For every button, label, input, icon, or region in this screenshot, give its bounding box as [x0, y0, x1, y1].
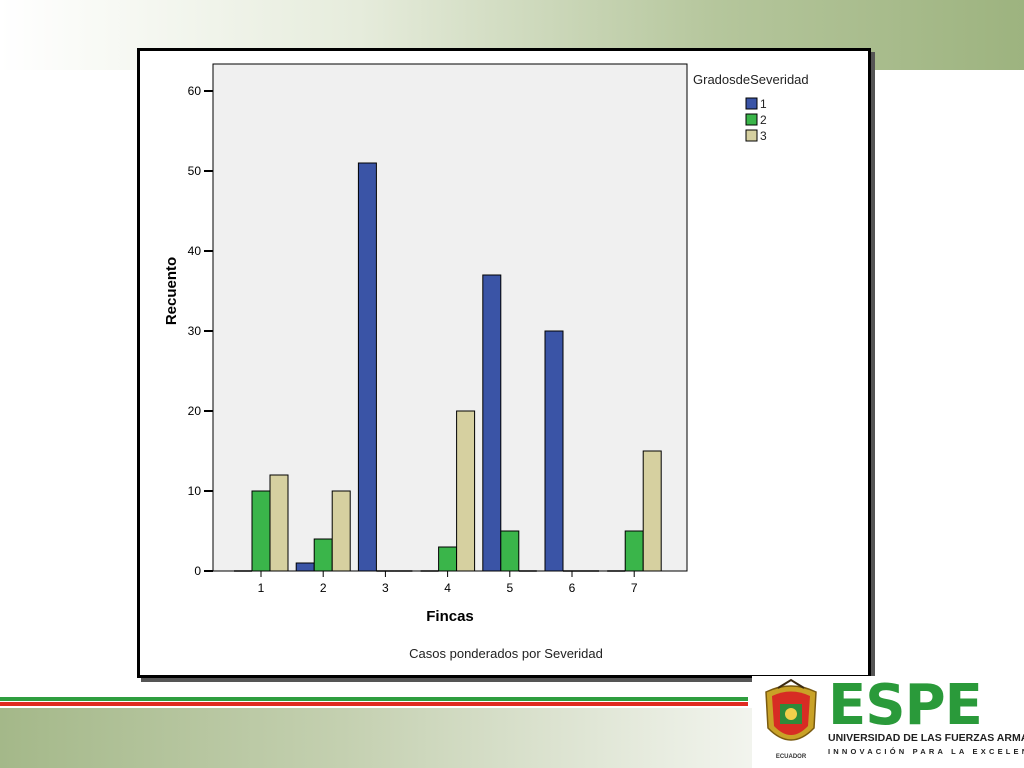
- legend-label: 3: [760, 129, 767, 143]
- legend-label: 2: [760, 113, 767, 127]
- bar-fincas-1-grado-2: [251, 490, 271, 572]
- bar-fincas-6-grado-1: [544, 330, 564, 572]
- x-tick-label: 4: [444, 581, 451, 595]
- bar-fincas-1-grado-3: [269, 474, 289, 572]
- y-tick-label: 20: [188, 404, 202, 418]
- bar-fincas-2-grado-1: [295, 562, 315, 572]
- legend-label: 1: [760, 97, 767, 111]
- y-axis-label: Recuento: [163, 257, 180, 325]
- bar-chart: 0 10 20 30 40 50 60 1 2 3 4 5 6 7 Recuento Fincas Ca…: [163, 63, 809, 661]
- crest-text: ECUADOR: [776, 754, 807, 760]
- y-tick-label: 60: [188, 84, 202, 98]
- bar-fincas-5-grado-2: [500, 530, 520, 572]
- legend-swatch: [745, 129, 758, 142]
- y-tick-label: 50: [188, 164, 202, 178]
- legend: GradosdeSeveridad 1 2 3: [693, 72, 809, 143]
- chart-footnote: Casos ponderados por Severidad: [409, 646, 603, 661]
- bar-fincas-5-grado-1: [482, 274, 502, 572]
- y-tick-label: 40: [188, 244, 202, 258]
- chart-frame: 0 10 20 30 40 50 60 1 2 3 4 5 6 7 Recuento Fincas Ca…: [137, 48, 871, 678]
- x-tick-label: 1: [258, 581, 265, 595]
- green-stripe: [0, 697, 748, 701]
- x-axis-label: Fincas: [426, 608, 474, 625]
- x-tick-label: 2: [320, 581, 327, 595]
- y-tick-label: 0: [194, 564, 201, 578]
- legend-title: GradosdeSeveridad: [693, 72, 809, 87]
- x-tick-label: 6: [569, 581, 576, 595]
- y-axis: 0 10 20 30 40 50 60: [188, 64, 214, 578]
- red-stripe: [0, 702, 748, 706]
- bar-fincas-4-grado-3: [456, 410, 476, 572]
- y-tick-label: 10: [188, 484, 202, 498]
- brand-wordmark: ESPE: [828, 673, 983, 738]
- bar-fincas-2-grado-3: [331, 490, 351, 572]
- espe-logo: ECUADOR ESPE UNIVERSIDAD DE LAS FUERZAS …: [752, 676, 1024, 768]
- university-crest-icon: ECUADOR: [765, 678, 817, 760]
- x-tick-label: 3: [382, 581, 389, 595]
- bar-fincas-3-grado-1: [357, 162, 377, 572]
- bar-fincas-7-grado-2: [624, 530, 644, 572]
- bars: [234, 162, 662, 572]
- plot-area: [212, 63, 688, 572]
- x-tick-label: 5: [506, 581, 513, 595]
- bottom-decorative-band: [0, 708, 760, 768]
- x-axis: 1 2 3 4 5 6 7: [258, 571, 638, 595]
- bar-fincas-2-grado-2: [313, 538, 333, 572]
- legend-swatch: [745, 113, 758, 126]
- y-tick-label: 30: [188, 324, 202, 338]
- legend-swatch: [745, 97, 758, 110]
- bar-fincas-7-grado-3: [642, 450, 662, 572]
- university-motto: INNOVACIÓN PARA LA EXCELENCIA: [828, 747, 1024, 756]
- university-name: UNIVERSIDAD DE LAS FUERZAS ARMADAS: [828, 732, 1024, 744]
- bar-fincas-4-grado-2: [438, 546, 458, 572]
- x-tick-label: 7: [631, 581, 638, 595]
